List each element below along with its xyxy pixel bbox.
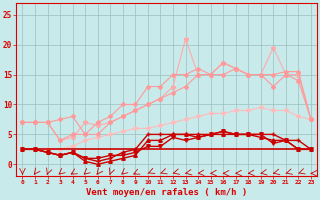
X-axis label: Vent moyen/en rafales ( km/h ): Vent moyen/en rafales ( km/h ) <box>86 188 247 197</box>
